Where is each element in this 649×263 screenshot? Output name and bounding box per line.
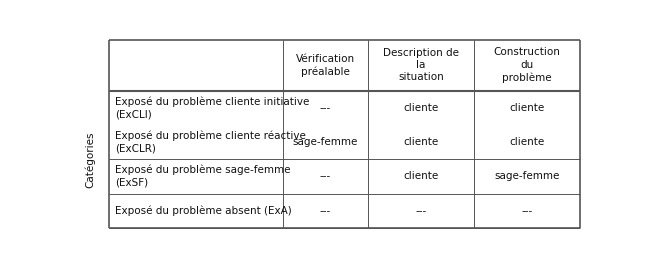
Text: Description de
la
situation: Description de la situation: [383, 48, 459, 83]
Bar: [283, 40, 368, 90]
Text: Catégories: Catégories: [85, 131, 95, 188]
Text: sage-femme: sage-femme: [495, 171, 559, 181]
Text: Vérification
préalable: Vérification préalable: [296, 54, 355, 77]
Text: ---: ---: [320, 206, 331, 216]
Bar: [368, 194, 474, 228]
Bar: [368, 125, 474, 159]
Text: Exposé du problème sage-femme
(ExSF): Exposé du problème sage-femme (ExSF): [115, 165, 290, 188]
Bar: [474, 125, 580, 159]
Text: Exposé du problème absent (ExA): Exposé du problème absent (ExA): [115, 206, 291, 216]
Text: sage-femme: sage-femme: [293, 137, 358, 147]
Bar: [109, 40, 283, 90]
Bar: [283, 159, 368, 194]
Bar: [109, 90, 283, 125]
Bar: [109, 159, 283, 194]
Bar: [109, 194, 283, 228]
Text: cliente: cliente: [404, 103, 439, 113]
Text: Construction
du
problème: Construction du problème: [494, 47, 561, 83]
Text: Exposé du problème cliente réactive
(ExCLR): Exposé du problème cliente réactive (ExC…: [115, 131, 306, 154]
Text: cliente: cliente: [404, 171, 439, 181]
Bar: [474, 40, 580, 90]
Text: cliente: cliente: [509, 137, 545, 147]
Bar: [474, 194, 580, 228]
Bar: [283, 125, 368, 159]
Bar: [474, 159, 580, 194]
Text: ---: ---: [521, 206, 533, 216]
Text: Exposé du problème cliente initiative
(ExCLI): Exposé du problème cliente initiative (E…: [115, 96, 309, 119]
Bar: [368, 90, 474, 125]
Text: cliente: cliente: [509, 103, 545, 113]
Bar: [283, 194, 368, 228]
Bar: [474, 90, 580, 125]
Bar: [368, 40, 474, 90]
Bar: [283, 90, 368, 125]
Text: ---: ---: [320, 171, 331, 181]
Text: cliente: cliente: [404, 137, 439, 147]
Bar: [368, 159, 474, 194]
Text: ---: ---: [415, 206, 426, 216]
Text: ---: ---: [320, 103, 331, 113]
Bar: [109, 125, 283, 159]
